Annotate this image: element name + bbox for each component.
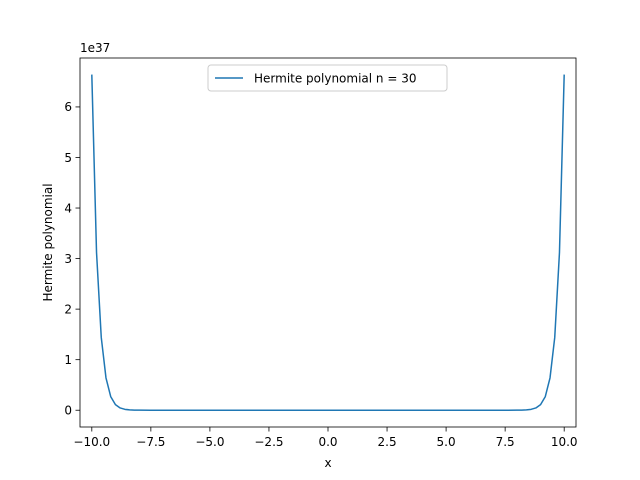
y-tick-label: 6	[64, 100, 72, 114]
x-axis-label: x	[324, 456, 331, 470]
y-tick-label: 4	[64, 201, 72, 215]
y-axis-label: Hermite polynomial	[41, 183, 55, 301]
axes-background	[80, 58, 576, 427]
legend-entry-label: Hermite polynomial n = 30	[254, 72, 416, 86]
legend-box	[207, 64, 448, 92]
y-tick-label: 2	[64, 302, 72, 316]
series-line-0	[91, 74, 565, 411]
legend: Hermite polynomial n = 30	[207, 64, 448, 92]
y-tick-label: 1	[64, 353, 72, 367]
x-tick-label: −2.5	[254, 435, 283, 449]
series-layer	[91, 74, 565, 411]
x-tick-label: 0.0	[318, 435, 337, 449]
y-offset-label: 1e37	[80, 41, 110, 55]
x-axis-ticks: −10.0 −7.5 −5.0 −2.5 0.0 2.5 5.0 7.5 10.0	[73, 427, 578, 449]
x-tick-label: 5.0	[437, 435, 456, 449]
y-tick-label: 0	[64, 404, 72, 418]
x-tick-label: 10.0	[551, 435, 578, 449]
plot-area	[79, 57, 577, 428]
y-axis-ticks: 0 1 2 3 4 5 6	[64, 100, 80, 418]
x-tick-label: 7.5	[496, 435, 515, 449]
y-tick-label: 3	[64, 252, 72, 266]
y-tick-label: 5	[64, 151, 72, 165]
x-tick-label: −10.0	[73, 435, 110, 449]
x-tick-label: −7.5	[136, 435, 165, 449]
x-tick-label: −5.0	[195, 435, 224, 449]
x-tick-label: 2.5	[378, 435, 397, 449]
